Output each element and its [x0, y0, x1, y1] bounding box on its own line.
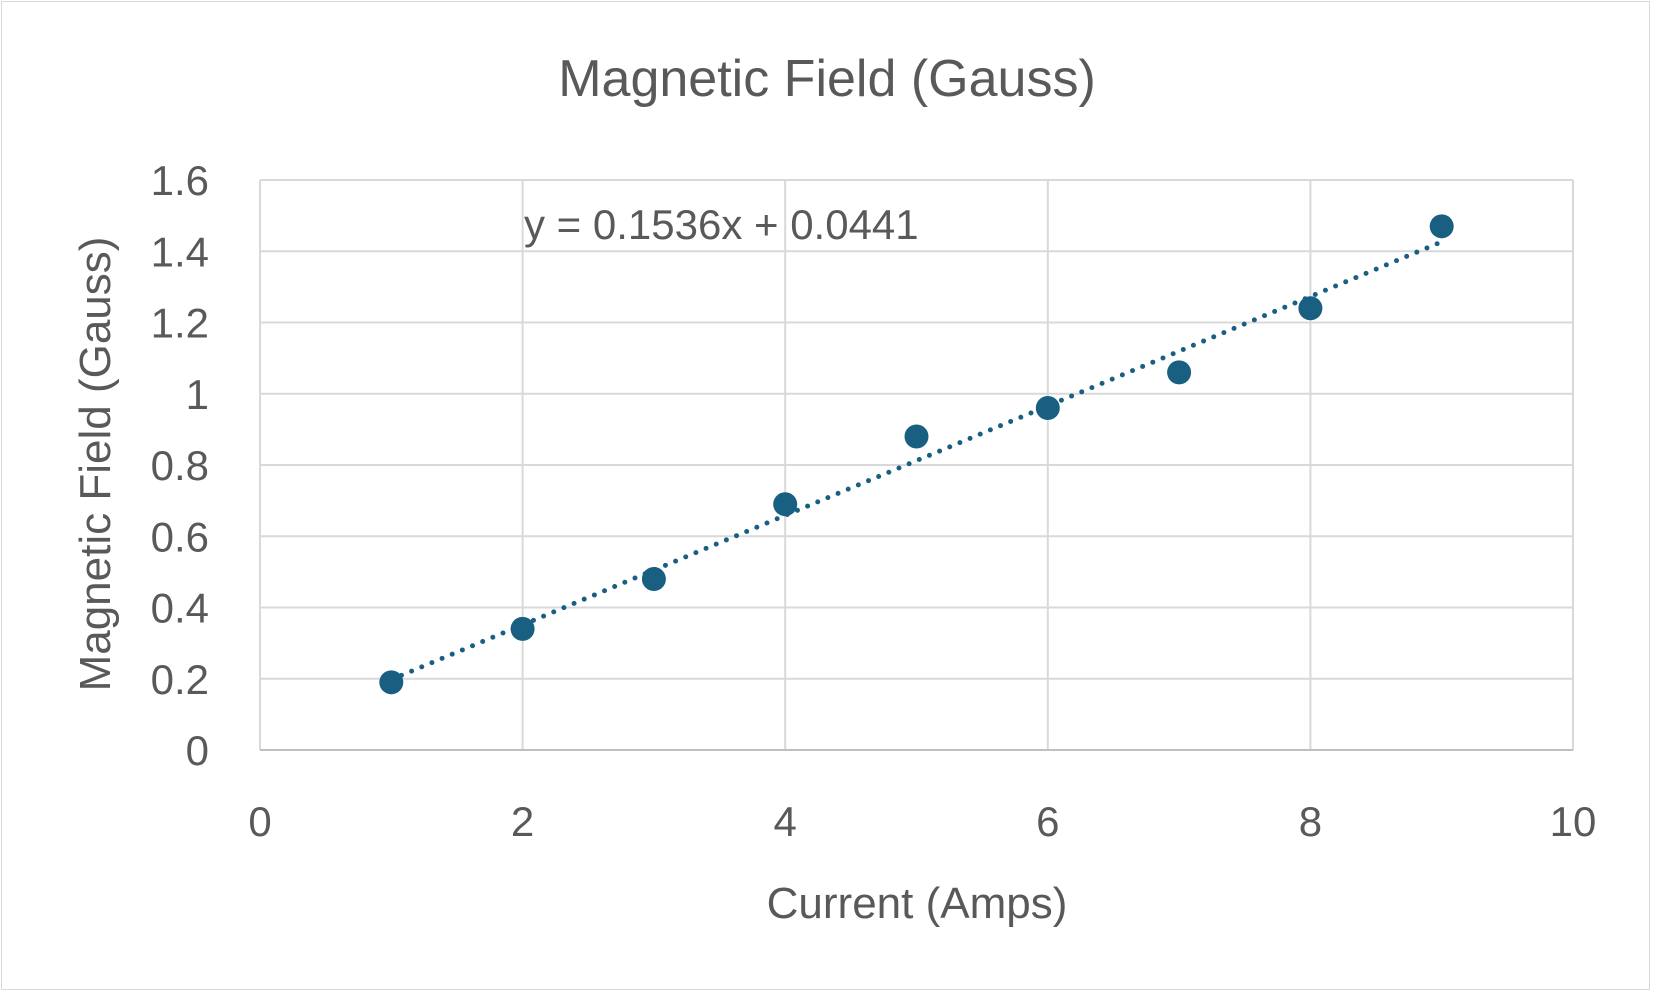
data-point	[379, 670, 404, 695]
y-tick-label: 1	[186, 371, 209, 418]
y-tick-label: 0.8	[151, 442, 209, 489]
data-point	[1167, 360, 1192, 385]
data-point	[1429, 214, 1454, 239]
data-point	[773, 492, 798, 517]
y-tick-label: 1.2	[151, 300, 209, 347]
x-axis-title: Current (Amps)	[767, 879, 1068, 928]
x-tick-label: 8	[1299, 798, 1322, 845]
x-tick-label: 4	[774, 798, 797, 845]
y-tick-label: 1.4	[151, 228, 209, 275]
y-tick-label: 0.6	[151, 513, 209, 560]
chart-title: Magnetic Field (Gauss)	[558, 50, 1096, 108]
x-tick-label: 10	[1550, 798, 1597, 845]
y-tick-label: 0.2	[151, 656, 209, 703]
data-point	[510, 616, 535, 641]
x-tick-label: 0	[248, 798, 271, 845]
x-tick-label: 2	[511, 798, 534, 845]
data-point	[1035, 396, 1060, 420]
y-axis-title: Magnetic Field (Gauss)	[71, 237, 120, 692]
y-tick-label: 0	[186, 727, 209, 774]
y-tick-label: 0.4	[151, 585, 209, 632]
data-point	[904, 424, 929, 449]
x-tick-label: 6	[1036, 798, 1059, 845]
trendline	[388, 239, 1445, 683]
data-point	[1298, 296, 1323, 321]
data-point	[641, 567, 666, 591]
y-tick-label: 1.6	[151, 157, 209, 204]
trendline-equation: y = 0.1536x + 0.0441	[524, 201, 919, 248]
